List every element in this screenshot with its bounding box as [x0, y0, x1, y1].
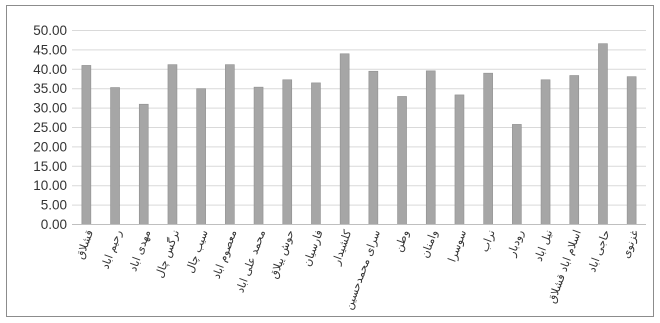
x-tick-label: غزنوی: [619, 228, 641, 260]
x-tick-label: معصوم اباد: [210, 228, 240, 281]
y-tick-label: 15.00: [33, 159, 67, 174]
x-tick-label: نیل اباد: [532, 228, 555, 263]
y-tick-label: 0.00: [41, 217, 67, 232]
bar-3: [167, 64, 178, 225]
x-tick-label: محمد علی اباد: [233, 228, 268, 294]
bars: [81, 43, 637, 225]
bar-16: [540, 79, 551, 225]
x-tick-label: فارسیان: [300, 228, 325, 268]
x-axis-tick-labels: قشلاق رحیم اباد مهدی اباد نرگس چال سیب چال مع…: [73, 227, 641, 311]
y-tick-label: 35.00: [33, 81, 67, 96]
x-tick-label: سیب چال: [183, 228, 211, 275]
y-tick-label: 30.00: [33, 101, 67, 116]
bar-9: [339, 53, 350, 225]
gridlines: [72, 30, 646, 225]
x-tick-label: حوش ییلاق: [267, 228, 297, 280]
x-tick-label: رودبار: [505, 228, 527, 259]
x-tick-label: نرگس چال: [153, 228, 182, 279]
bar-4: [196, 88, 206, 225]
bar-13: [454, 94, 465, 225]
bar-19: [626, 76, 637, 225]
bar-12: [425, 70, 436, 225]
bar-0: [81, 65, 92, 225]
x-tick-label: وطن: [392, 228, 412, 254]
y-tick-label: 10.00: [33, 178, 67, 193]
x-tick-label: وامنان: [418, 228, 440, 260]
y-tick-label: 20.00: [33, 139, 67, 154]
x-tick-label: نراب: [478, 228, 498, 254]
bar-17: [569, 75, 580, 225]
x-tick-label: حاجی اباد: [585, 228, 612, 274]
y-axis-tick-labels: 0.00 5.00 10.00 15.00 20.00 25.00 30.00 35.00 40…: [33, 23, 67, 232]
bar-5: [225, 64, 235, 225]
x-tick-label: قشلاق: [73, 228, 96, 261]
y-tick-label: 40.00: [33, 62, 67, 77]
bar-7: [282, 79, 293, 225]
bar-14: [483, 72, 493, 225]
bar-6: [253, 86, 264, 225]
bar-15: [512, 124, 522, 225]
bar-1: [110, 87, 120, 225]
y-tick-label: 45.00: [33, 42, 67, 57]
bar-8: [311, 82, 321, 225]
y-tick-label: 50.00: [33, 23, 67, 38]
y-tick-label: 5.00: [41, 198, 67, 213]
x-tick-label: مهدی اباد: [126, 228, 153, 273]
bar-18: [598, 43, 608, 225]
bar-2: [138, 103, 149, 225]
x-tick-label: سوسرا: [446, 228, 470, 264]
bar-11: [397, 96, 407, 225]
x-tick-label: رحیم اباد: [99, 228, 125, 271]
bar-10: [368, 70, 379, 225]
x-tick-label: کلشیدار: [329, 227, 354, 267]
y-tick-label: 25.00: [33, 120, 67, 135]
